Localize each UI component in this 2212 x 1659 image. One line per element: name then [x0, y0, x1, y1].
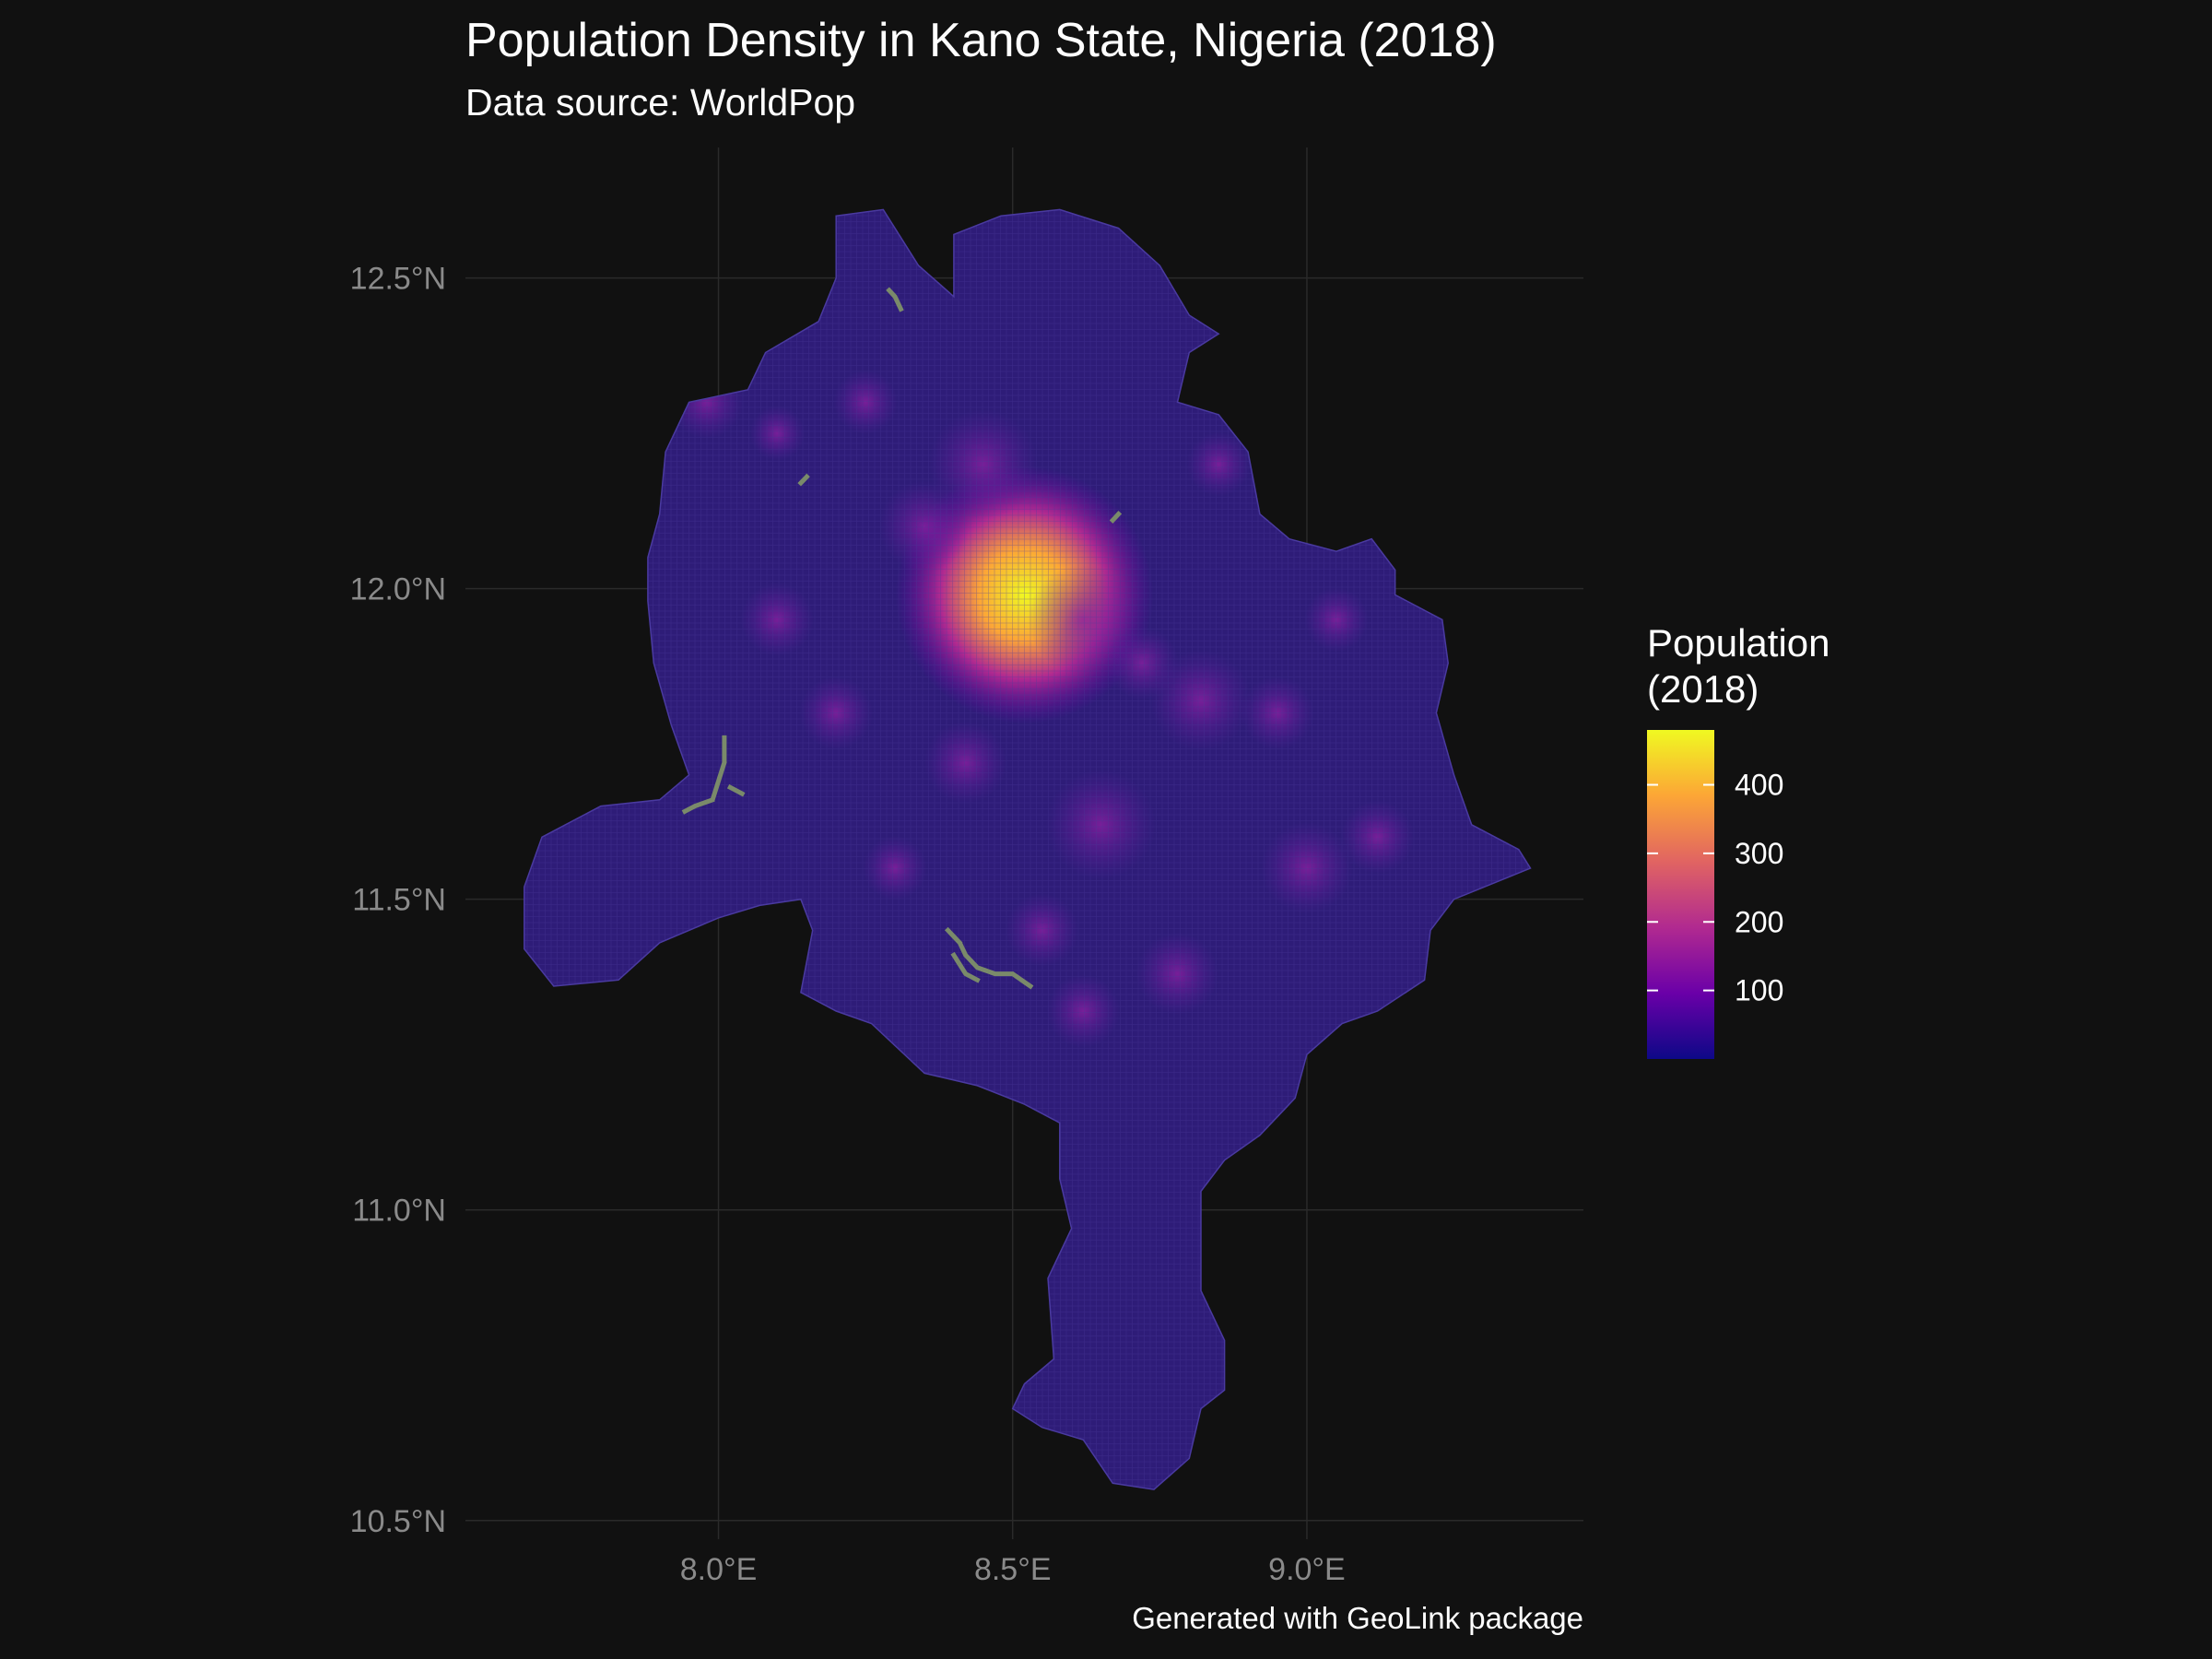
water-features: [679, 287, 1123, 990]
legend-title-line1: Population: [1647, 621, 1830, 665]
y-tick-label: 12.5°N: [350, 262, 446, 297]
legend-tick-label: 200: [1735, 905, 1783, 938]
legend-tick-label: 100: [1735, 974, 1783, 1007]
map-title: Population Density in Kano State, Nigeri…: [465, 14, 1497, 67]
legend-tick-label: 300: [1735, 837, 1783, 870]
map-caption: Generated with GeoLink package: [1132, 1601, 1583, 1635]
water-feature: [886, 287, 904, 312]
water-feature: [950, 951, 981, 983]
kano-state-raster: [524, 208, 1532, 1490]
legend-colorbar: [1647, 730, 1714, 1059]
water-feature: [797, 473, 810, 487]
water-feature: [679, 735, 727, 816]
x-tick-label: 8.5°E: [974, 1552, 1052, 1587]
y-tick-label: 11.5°N: [352, 883, 446, 918]
x-axis: 8.0°E 8.5°E 9.0°E: [680, 1552, 1346, 1587]
legend-ticks: 400 300 200 100: [1647, 769, 1783, 1007]
legend-tick-label: 400: [1735, 769, 1783, 802]
state-outline: [524, 208, 1532, 1490]
raster-grid: [524, 209, 1531, 1490]
x-tick-label: 9.0°E: [1268, 1552, 1346, 1587]
legend: Population (2018) 400 300 200 100: [1647, 621, 1830, 1059]
y-tick-label: 11.0°N: [352, 1194, 446, 1229]
map-subtitle: Data source: WorldPop: [465, 81, 856, 124]
y-tick-label: 12.0°N: [350, 572, 446, 607]
water-feature: [726, 783, 746, 797]
water-feature: [1109, 511, 1123, 524]
water-feature: [944, 926, 1034, 990]
y-tick-label: 10.5°N: [350, 1504, 446, 1539]
y-axis: 12.5°N 12.0°N 11.5°N 11.0°N 10.5°N: [350, 262, 446, 1539]
x-tick-label: 8.0°E: [680, 1552, 758, 1587]
legend-title-line2: (2018): [1647, 667, 1759, 711]
